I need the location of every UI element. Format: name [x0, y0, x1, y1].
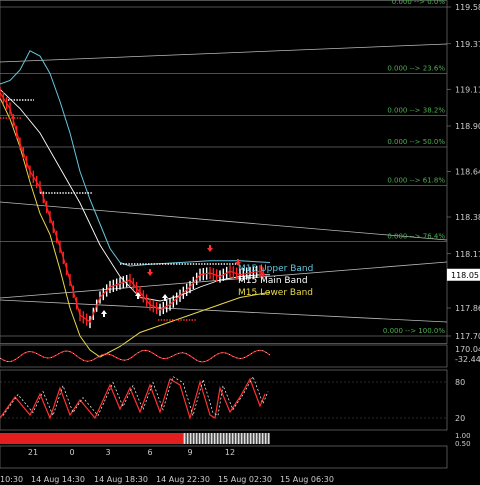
- signal-bar-white: [204, 433, 207, 444]
- fib-label: 0.000 --> 100.0%: [383, 327, 445, 335]
- price-tick-label: 119.11: [455, 85, 480, 94]
- time-hour-label: 12: [225, 448, 235, 457]
- sell-arrow-icon: [207, 245, 213, 252]
- stoch-level-label: 80: [455, 378, 465, 387]
- time-date-label: 14 Aug 14:30: [31, 475, 85, 484]
- cci-value-label: -32.44: [455, 355, 480, 364]
- sell-arrow-icon: [147, 269, 153, 276]
- time-date-label: 14 Aug 18:30: [94, 475, 148, 484]
- signal-bar-white: [240, 433, 243, 444]
- bar-level-label: 1.00: [455, 432, 471, 440]
- signal-bar-white: [252, 433, 255, 444]
- price-series: [0, 86, 266, 329]
- signal-bar-white: [198, 433, 201, 444]
- signal-bar-white: [234, 433, 237, 444]
- price-tick-label: 118.38: [455, 213, 480, 222]
- fib-label: 0.000 --> 50.0%: [387, 138, 445, 146]
- signal-bar-white: [243, 433, 246, 444]
- time-date-label: 15 Aug 02:30: [218, 475, 272, 484]
- signal-bar-white: [237, 433, 240, 444]
- signal-bar-white: [210, 433, 213, 444]
- fib-label: 0.000 --> 76.4%: [387, 233, 445, 241]
- price-tick-label: 118.64: [455, 168, 480, 177]
- price-line: [0, 92, 266, 323]
- signal-bar-white: [261, 433, 264, 444]
- legend-entry: M15 Main Band: [238, 276, 308, 286]
- fib-label: 0.000 --> 0.0%: [392, 0, 446, 6]
- lower-band-line: [0, 97, 271, 358]
- signal-bar-white: [216, 433, 219, 444]
- signal-bar-white: [264, 433, 267, 444]
- signal-bar-white: [183, 433, 186, 444]
- price-panel-frame: [0, 0, 448, 344]
- signal-bar-white: [249, 433, 252, 444]
- time-hour-label: 6: [147, 448, 152, 457]
- signal-bar-white: [225, 433, 228, 444]
- signal-bar-white: [186, 433, 189, 444]
- signal-bar-white: [201, 433, 204, 444]
- signal-bar-white: [213, 433, 216, 444]
- cci-value-label: 170.04: [455, 345, 480, 354]
- price-tick-label: 119.37: [455, 40, 480, 49]
- trend-line: [0, 201, 448, 241]
- trend-line: [0, 299, 448, 323]
- legend-entry: M15 Lower Band: [238, 288, 313, 298]
- indicator-panels: 170.04-32.44 80 20 1.000.50: [0, 344, 480, 469]
- signal-bar-white: [228, 433, 231, 444]
- time-axis: 21 0 3 6 9 12 10:30 14 Aug 14:30 14 Aug 18:30 14 …: [0, 448, 334, 484]
- stoch-main-line: [0, 377, 266, 421]
- fibonacci-levels: 0.000 --> 0.0% 0.000 --> 23.6% 0.000 --> 3…: [0, 0, 447, 337]
- price-tick-label: 119.58: [455, 3, 480, 12]
- cci-dots: [0, 349, 271, 363]
- buy-arrow-icon: [162, 294, 168, 301]
- time-hour-label: 3: [105, 448, 110, 457]
- legend: M15 Upper Band M15 Main Band M15 Lower Ban…: [238, 264, 313, 298]
- stoch-signal-line: [2, 375, 269, 417]
- sell-arrow-icon: [235, 259, 241, 266]
- legend-entry: M15 Upper Band: [238, 264, 313, 274]
- time-hour-label: 9: [187, 448, 192, 457]
- fib-label: 0.000 --> 38.2%: [387, 107, 445, 115]
- signal-bar-white: [189, 433, 192, 444]
- fib-label: 0.000 --> 61.8%: [387, 177, 445, 185]
- price-axis: 119.58 119.37 119.11 118.90 118.64 118.38 118.…: [447, 3, 480, 341]
- price-tick-label: 117.86: [455, 304, 480, 313]
- extra-panel-frame: [0, 445, 448, 469]
- stoch-panel-frame: [0, 369, 448, 431]
- signal-bar-white: [231, 433, 234, 444]
- fib-label: 0.000 --> 23.6%: [387, 65, 445, 73]
- signal-bar-white: [219, 433, 222, 444]
- bar-level-label: 0.50: [455, 440, 471, 448]
- signal-bar-white: [246, 433, 249, 444]
- signal-bar-white: [255, 433, 258, 444]
- signal-bar-white: [222, 433, 225, 444]
- current-price-box: [447, 268, 480, 281]
- time-hour-label: 21: [28, 448, 38, 457]
- trend-line: [0, 43, 448, 63]
- signal-bar-white: [258, 433, 261, 444]
- buy-arrow-icon: [135, 292, 141, 299]
- signal-bar-white: [267, 433, 270, 444]
- signal-bar-red: [0, 433, 184, 444]
- price-tick-label: 118.90: [455, 122, 480, 131]
- signal-bar-white: [195, 433, 198, 444]
- time-date-label: 14 Aug 22:30: [156, 475, 210, 484]
- cci-panel-frame: [0, 344, 448, 368]
- time-date-label: 10:30: [0, 475, 23, 484]
- stoch-level-label: 20: [455, 414, 465, 423]
- price-tick-label: 118.17: [455, 250, 480, 259]
- time-hour-label: 0: [69, 448, 74, 457]
- price-tick-label: 117.70: [455, 332, 480, 341]
- time-date-label: 15 Aug 06:30: [280, 475, 334, 484]
- signal-bar-white: [192, 433, 195, 444]
- buy-arrow-icon: [101, 310, 107, 317]
- upper-band-line: [0, 50, 271, 267]
- signal-bar-white: [207, 433, 210, 444]
- current-price-label: 118.05: [451, 271, 479, 280]
